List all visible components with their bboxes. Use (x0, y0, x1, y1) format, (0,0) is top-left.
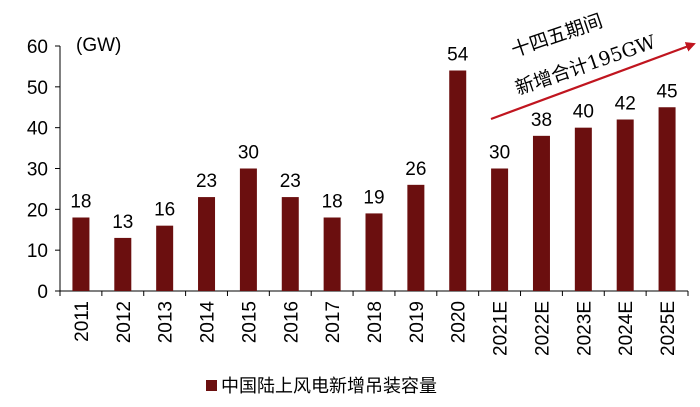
bar-2013 (156, 225, 174, 291)
data-label-2018: 19 (363, 187, 384, 208)
bar-2017 (323, 217, 341, 291)
data-labels: 18 13 16 23 30 23 18 19 26 54 30 38 40 42 45 (70, 45, 677, 233)
x-tick-label-2022E: 2022E (532, 301, 553, 356)
bar-2021E (491, 168, 509, 291)
y-tick-label: 0 (37, 282, 48, 303)
x-tick-label-2015: 2015 (239, 301, 260, 343)
y-tick-label: 10 (27, 241, 48, 262)
y-tick-label: 60 (27, 37, 48, 58)
x-tick-label-2024E: 2024E (616, 301, 637, 356)
bar-2012 (114, 237, 132, 291)
bar-2016 (281, 197, 299, 291)
data-label-2020: 54 (447, 45, 469, 66)
data-label-2024E: 42 (615, 94, 636, 115)
bar-2014 (198, 197, 216, 291)
bar-2025E (658, 107, 676, 291)
y-tick-label: 50 (27, 78, 48, 99)
data-label-2017: 18 (322, 192, 343, 213)
x-tick-label-2020: 2020 (449, 301, 470, 343)
bar-2020 (449, 70, 467, 291)
annotation-arrow (490, 42, 696, 121)
bar-2015 (239, 168, 257, 291)
legend-label: 中国陆上风电新增吊装容量 (221, 376, 437, 397)
y-tick-label: 40 (27, 119, 48, 140)
data-label-2011: 18 (70, 192, 91, 213)
data-label-2013: 16 (154, 200, 175, 221)
data-label-2025E: 45 (656, 81, 677, 102)
x-tick-label-2021E: 2021E (491, 301, 512, 356)
bars (72, 70, 676, 292)
x-tick-label-2012: 2012 (114, 301, 135, 343)
x-tick-label-2019: 2019 (407, 301, 428, 343)
data-label-2023E: 40 (573, 102, 594, 123)
x-tick-label-2014: 2014 (198, 301, 219, 344)
x-tick-label-2013: 2013 (156, 301, 177, 343)
x-tick-label-2016: 2016 (281, 301, 302, 343)
y-ticks: 0 10 20 30 40 50 60 (27, 37, 60, 303)
bar-2024E (616, 119, 634, 291)
data-label-2022E: 38 (531, 110, 552, 131)
data-label-2015: 30 (238, 143, 259, 164)
x-tick-label-2017: 2017 (323, 301, 344, 343)
x-tick-label-2023E: 2023E (574, 301, 595, 356)
bar-2018 (365, 213, 383, 291)
y-tick-label: 20 (27, 200, 48, 221)
data-label-2019: 26 (405, 159, 426, 180)
x-tick-label-2018: 2018 (365, 301, 386, 343)
y-tick-label: 30 (27, 160, 48, 181)
data-label-2021E: 30 (489, 143, 510, 164)
bar-2023E (574, 127, 592, 292)
legend-swatch (206, 380, 217, 391)
x-tick-label-2011: 2011 (72, 301, 93, 342)
bar-2011 (72, 217, 90, 291)
data-label-2012: 13 (112, 212, 133, 233)
x-axis: 2011 2012 2013 2014 2015 2016 2017 2018 2019 2020… (59, 290, 689, 356)
data-label-2016: 23 (280, 171, 301, 192)
legend: 中国陆上风电新增吊装容量 (206, 376, 437, 397)
data-label-2014: 23 (196, 171, 217, 192)
x-tick-label-2025E: 2025E (658, 301, 679, 356)
y-unit-label: (GW) (76, 35, 121, 56)
x-ticks: 2011 2012 2013 2014 2015 2016 2017 2018 2019 2020… (59, 291, 689, 356)
bar-2019 (407, 184, 425, 291)
bar-2022E (532, 135, 550, 291)
y-axis: 0 10 20 30 40 50 60 (27, 37, 61, 303)
